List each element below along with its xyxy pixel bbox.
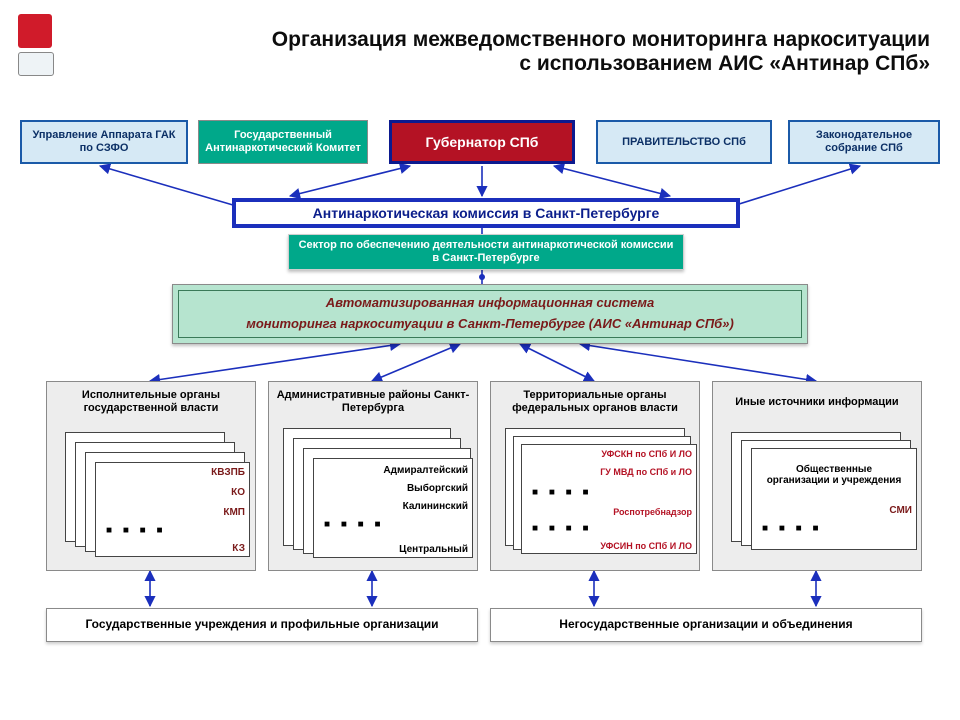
panel-header-4: Иные источники информации — [713, 382, 921, 422]
c2-item-3: Центральный — [399, 544, 468, 555]
c1-item-2: КМП — [223, 507, 245, 518]
c3-item-3: УФСИН по СПб И ЛО — [600, 541, 692, 551]
c2-item-2: Калининский — [403, 501, 468, 512]
ais-line2: мониторинга наркоситуации в Санкт-Петерб… — [246, 317, 734, 332]
box-commission: Антинаркотическая комиссия в Санкт-Петер… — [232, 198, 740, 228]
box-committee: Государственный Антинаркотический Комите… — [198, 120, 368, 164]
c4-item-0: Общественные организации и учреждения — [758, 453, 910, 497]
box-sector: Сектор по обеспечению деятельности антин… — [288, 234, 684, 270]
box-government: ПРАВИТЕЛЬСТВО СПб — [596, 120, 772, 164]
c2-item-1: Выборгский — [407, 483, 468, 494]
box-nonstate-orgs: Негосударственные организации и объедине… — [490, 608, 922, 642]
title-line2: с использованием АИС «Антинар СПб» — [190, 52, 930, 76]
box-gak: Управление Аппарата ГАК по СЗФО — [20, 120, 188, 164]
c1-item-0: КВЗПБ — [211, 467, 245, 478]
box-governor: Губернатор СПб — [389, 120, 575, 164]
panel-districts: Административные районы Санкт-Петербурга… — [268, 381, 478, 571]
logo — [18, 14, 52, 74]
panel-header-3: Территориальные органы федеральных орган… — [491, 382, 699, 422]
panel-other: Иные источники информации Общественные о… — [712, 381, 922, 571]
box-ais: Автоматизированная информационная систем… — [172, 284, 808, 344]
panel-header-1: Исполнительные органы государственной вл… — [47, 382, 255, 422]
page-title: Организация межведомственного мониторинг… — [190, 28, 930, 76]
c2-item-0: Адмиралтейский — [383, 465, 468, 476]
panel-header-2: Административные районы Санкт-Петербурга — [269, 382, 477, 422]
box-legislature: Законодательное собрание СПб — [788, 120, 940, 164]
title-line1: Организация межведомственного мониторинг… — [190, 28, 930, 52]
c4-item-1: СМИ — [889, 505, 912, 516]
panel-federal: Территориальные органы федеральных орган… — [490, 381, 700, 571]
c3-item-0: УФСКН по СПб И ЛО — [601, 449, 692, 459]
c1-item-3: КЗ — [232, 543, 245, 554]
c3-item-2: Роспотребнадзор — [613, 507, 692, 517]
c3-item-1: ГУ МВД по СПб и ЛО — [600, 467, 692, 477]
c1-item-1: КО — [231, 487, 245, 498]
ais-line1: Автоматизированная информационная систем… — [326, 296, 655, 311]
panel-executive: Исполнительные органы государственной вл… — [46, 381, 256, 571]
box-state-orgs: Государственные учреждения и профильные … — [46, 608, 478, 642]
